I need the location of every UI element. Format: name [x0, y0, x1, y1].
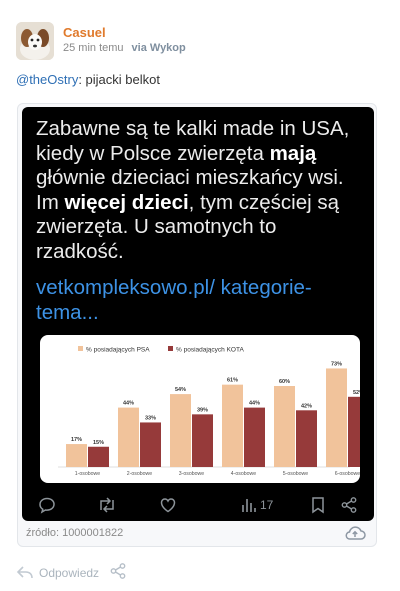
bar: [170, 394, 191, 467]
tweet-text-part: , tym częściej są zwierzęta. U samotnych…: [36, 190, 340, 263]
views-icon: [242, 499, 256, 512]
bookmark-action[interactable]: [311, 493, 325, 517]
legend-swatch: [168, 346, 173, 351]
chart-card: % posiadających PSA % posiadających KOTA 1…: [40, 335, 360, 483]
author-name[interactable]: Casuel: [63, 25, 106, 40]
x-tick-label: 1-osobowe: [75, 471, 100, 477]
bar: [296, 410, 317, 467]
legend-label: % posiadających PSA: [86, 347, 150, 354]
data-label: 17%: [71, 437, 82, 443]
views-action[interactable]: 17: [241, 493, 273, 517]
post-via: via Wykop: [131, 42, 186, 54]
tweet-actions: 17: [22, 493, 374, 517]
footer-share-button[interactable]: [109, 562, 127, 585]
x-tick-label: 2-osobowe: [127, 471, 152, 477]
bar: [274, 386, 295, 467]
tweet-text-part: głównie dzieciaci mieszkańcy wsi. Im: [36, 166, 344, 214]
bar: [348, 396, 360, 467]
bar: [244, 407, 265, 467]
x-tick-label: 4-osobowe: [231, 471, 256, 477]
bar: [66, 444, 87, 467]
bookmark-icon: [312, 497, 324, 514]
data-label: 54%: [175, 387, 186, 393]
retweet-action[interactable]: [97, 493, 117, 517]
post-text: @theOstry: pijacki belkot: [16, 72, 160, 87]
tweet-link[interactable]: vetkompleksowo.pl/ kategorie-tema...: [36, 276, 312, 324]
reply-arrow-icon: [16, 566, 33, 579]
reply-action[interactable]: [38, 493, 56, 517]
like-action[interactable]: [159, 493, 177, 517]
like-icon: [160, 498, 176, 513]
bar: [88, 446, 109, 467]
x-tick-label: 3-osobowe: [179, 471, 204, 477]
data-label: 61%: [227, 378, 238, 384]
data-label: 15%: [93, 440, 104, 446]
upload-cloud-icon[interactable]: [344, 524, 366, 542]
share-icon: [341, 497, 357, 513]
data-label: 33%: [145, 415, 156, 421]
x-tick-label: 5-osobowe: [283, 471, 308, 477]
bar: [222, 384, 243, 467]
retweet-icon: [100, 497, 114, 513]
post-time[interactable]: 25 min temu: [63, 42, 124, 54]
tweet-image[interactable]: Zabawne są te kalki made in USA, kiedy w…: [22, 107, 374, 521]
reply-icon: [39, 497, 55, 514]
tweet-text: Zabawne są te kalki made in USA, kiedy w…: [36, 117, 368, 264]
mention-link[interactable]: @theOstry: [16, 72, 79, 87]
data-label: 44%: [123, 401, 134, 407]
bar: [192, 414, 213, 467]
share-icon: [110, 562, 126, 579]
bar: [118, 407, 139, 467]
avatar[interactable]: [16, 22, 54, 60]
source-label: źródło: 1000001822: [26, 527, 124, 539]
post-body: : pijacki belkot: [78, 72, 160, 87]
reply-label: Odpowiedz: [39, 566, 100, 580]
tweet-text-part: mają: [269, 141, 317, 165]
bar: [140, 422, 161, 467]
share-action[interactable]: [340, 493, 358, 517]
data-label: 52%: [353, 390, 360, 396]
data-label: 42%: [301, 403, 312, 409]
data-label: 39%: [197, 407, 208, 413]
reply-button[interactable]: Odpowiedz: [16, 565, 99, 581]
legend-swatch: [78, 346, 83, 351]
data-label: 44%: [249, 401, 260, 407]
bar: [326, 368, 347, 467]
x-tick-label: 6-osobowe: [335, 471, 360, 477]
views-count: 17: [260, 498, 274, 512]
post-meta: 25 min temu via Wykop: [63, 42, 186, 54]
data-label: 73%: [331, 361, 342, 367]
embed-box: Zabawne są te kalki made in USA, kiedy w…: [17, 103, 377, 547]
tweet-text-part: więcej dzieci: [64, 190, 189, 214]
legend-label: % posiadających KOTA: [176, 347, 244, 354]
bar-chart: % posiadających PSA % posiadających KOTA 1…: [58, 346, 360, 477]
tweet-text-part: Zabawne są te kalki made in USA, kiedy w…: [36, 117, 350, 165]
post-footer: Odpowiedz: [16, 562, 127, 584]
data-label: 60%: [279, 379, 290, 385]
post-header: Casuel 25 min temu via Wykop: [16, 20, 386, 62]
